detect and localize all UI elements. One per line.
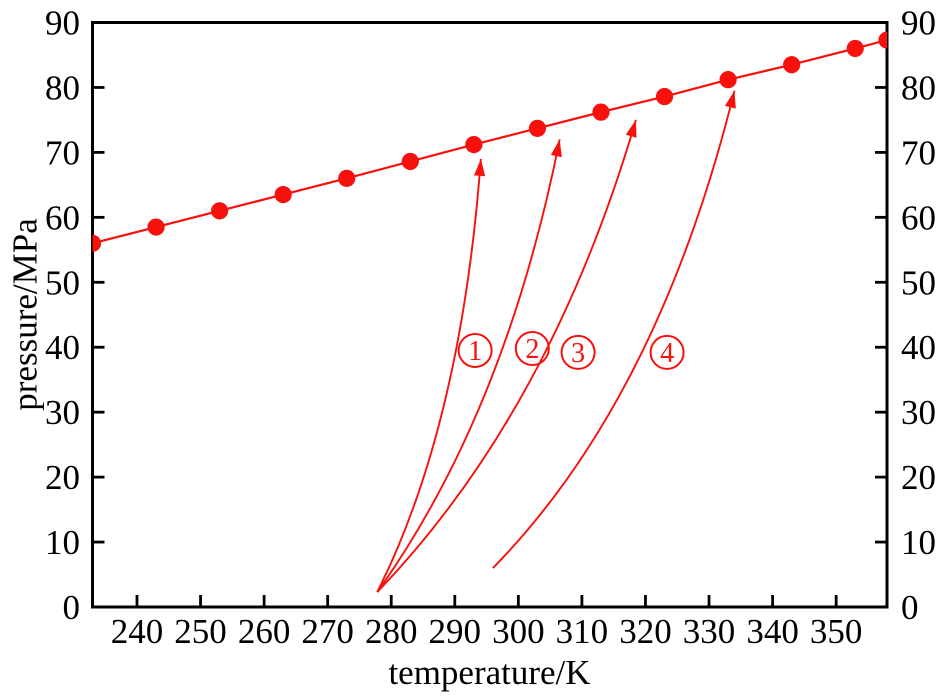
data-point [211, 202, 229, 220]
y-axis-title: pressure/MPa [5, 218, 45, 411]
data-point [846, 39, 864, 58]
data-point [92, 234, 102, 252]
x-tick-label: 250 [174, 612, 227, 651]
data-point [719, 71, 737, 89]
x-tick-label: 260 [238, 612, 291, 651]
x-tick-label: 340 [746, 612, 799, 651]
badge-circle [560, 334, 596, 370]
badge-circle [514, 331, 550, 367]
y-tick-label-left: 40 [45, 328, 80, 367]
curve-badge-3: 3 [560, 334, 596, 370]
y-tick-label-right: 60 [901, 198, 936, 237]
y-tick-label-right: 30 [901, 393, 936, 432]
y-tick-label-left: 50 [45, 263, 80, 302]
curve-badge-4: 4 [649, 334, 685, 370]
y-tick-label-left: 10 [45, 523, 80, 562]
x-tick-label: 240 [111, 612, 164, 651]
y-tick-label-left: 90 [45, 4, 80, 43]
data-point [528, 119, 547, 137]
heating-arrows: 1 2 3 4 [376, 90, 736, 593]
x-tick-label: 290 [429, 612, 482, 651]
heating-curve-1 [376, 158, 482, 593]
y-tick-label-left: 70 [45, 133, 80, 172]
x-tick-label: 300 [492, 612, 545, 651]
data-point [338, 169, 356, 187]
curve-badge-1: 1 [457, 332, 493, 368]
y-tick-label-left: 20 [45, 458, 80, 497]
y-tick-label-right: 10 [901, 523, 936, 562]
arrowhead-4 [724, 90, 736, 109]
data-point [783, 56, 801, 74]
heating-curve-3 [376, 119, 637, 593]
arrowhead-2 [550, 139, 562, 158]
x-tick-label: 330 [683, 612, 736, 651]
data-point [465, 135, 483, 154]
y-tick-label-right: 40 [901, 328, 936, 367]
melting-line-series [92, 31, 887, 252]
arrowhead-1 [474, 158, 486, 177]
data-point [878, 31, 887, 49]
y-tick-label-left: 0 [63, 588, 81, 627]
y-tick-label-left: 80 [45, 68, 80, 107]
badge-number: 4 [660, 338, 674, 369]
curve-badge-2: 2 [514, 331, 550, 367]
data-point [592, 103, 610, 121]
heating-curve-4 [492, 90, 736, 569]
y-tick-label-right: 0 [901, 588, 919, 627]
badge-number: 1 [468, 336, 482, 367]
x-tick-label: 320 [619, 612, 672, 651]
y-tick-label-left: 60 [45, 198, 80, 237]
badge-number: 3 [571, 338, 585, 369]
data-point [655, 87, 674, 106]
y-tick-label-right: 20 [901, 458, 936, 497]
y-tick-label-right: 80 [901, 68, 936, 107]
x-tick-label: 270 [301, 612, 354, 651]
y-tick-label-right: 70 [901, 133, 936, 172]
plot-frame [91, 21, 889, 609]
y-tick-label-left: 30 [45, 393, 80, 432]
arrowhead-3 [625, 119, 637, 138]
badge-circle [457, 332, 493, 368]
data-point [401, 152, 419, 171]
badge-circle [649, 334, 685, 370]
data-point [274, 186, 292, 204]
y-tick-label-right: 50 [901, 263, 936, 302]
x-axis-title: temperature/K [388, 653, 591, 692]
badge-number: 2 [525, 334, 539, 365]
data-point [147, 218, 165, 236]
x-tick-label: 280 [365, 612, 418, 651]
melting-line [92, 38, 887, 245]
x-tick-label: 310 [556, 612, 609, 651]
x-tick-label: 350 [810, 612, 863, 651]
heating-curve-2 [376, 139, 561, 593]
y-tick-label-right: 90 [901, 4, 936, 43]
